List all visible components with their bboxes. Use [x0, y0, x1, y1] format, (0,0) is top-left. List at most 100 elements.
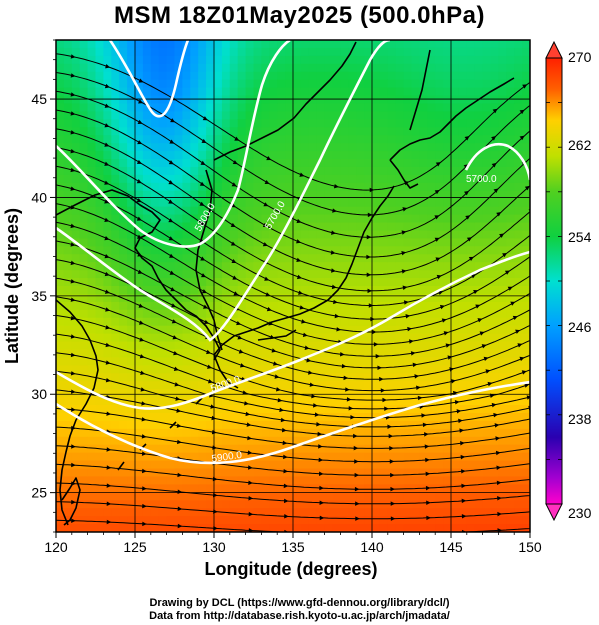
streamline-arrowhead — [201, 289, 207, 294]
field-cell — [498, 468, 507, 478]
field-cell — [198, 420, 207, 430]
field-cell — [135, 412, 144, 422]
field-cell — [498, 293, 507, 303]
field-cell — [56, 452, 65, 462]
field-cell — [498, 135, 507, 144]
field-cell — [316, 476, 326, 485]
field-cell — [348, 40, 357, 49]
field-cell — [253, 428, 262, 438]
field-cell — [245, 468, 255, 478]
field-cell — [56, 500, 65, 509]
streamline-arrowhead — [354, 459, 359, 464]
field-cell — [490, 333, 499, 343]
field-cell — [111, 198, 120, 208]
streamline-arrowhead — [390, 501, 396, 506]
field-cell — [427, 428, 436, 438]
field-cell — [95, 349, 104, 359]
field-cell — [356, 55, 365, 65]
field-cell — [229, 166, 239, 176]
field-cell — [348, 476, 357, 485]
field-cell — [379, 468, 389, 478]
field-cell — [395, 262, 405, 271]
field-cell — [198, 436, 207, 446]
field-cell — [182, 230, 191, 239]
field-cell — [135, 516, 144, 525]
field-cell — [79, 397, 89, 406]
field-cell — [466, 143, 476, 152]
field-cell — [245, 317, 255, 327]
field-cell — [206, 500, 215, 509]
field-cell — [316, 87, 326, 97]
field-cell — [245, 460, 255, 470]
field-cell — [387, 365, 397, 374]
field-cell — [261, 500, 270, 509]
field-cell — [340, 190, 349, 200]
streamline-arrowhead — [244, 401, 249, 406]
streamline-arrowhead — [434, 215, 440, 220]
field-cell — [95, 182, 104, 192]
field-cell — [166, 222, 176, 232]
field-cell — [403, 516, 413, 525]
field-cell — [293, 270, 302, 279]
field-cell — [63, 508, 73, 517]
field-cell — [498, 420, 507, 430]
field-cell — [466, 436, 476, 446]
field-cell — [237, 159, 247, 168]
field-cell — [150, 286, 160, 295]
field-cell — [174, 151, 183, 160]
field-cell — [253, 63, 262, 73]
field-cell — [198, 365, 207, 374]
field-cell — [285, 516, 294, 525]
field-cell — [245, 524, 255, 532]
field-cell — [190, 309, 199, 319]
field-cell — [372, 63, 381, 73]
field-cell — [466, 516, 476, 525]
field-cell — [458, 143, 468, 152]
field-cell — [490, 206, 499, 216]
field-cell — [79, 174, 89, 184]
field-cell — [229, 365, 239, 374]
field-cell — [427, 500, 436, 509]
field-cell — [403, 182, 413, 192]
colorbar-max-arrow — [545, 40, 563, 59]
field-cell — [253, 357, 262, 366]
streamline-arrowhead — [416, 385, 421, 390]
field-cell — [506, 47, 515, 57]
field-cell — [182, 79, 191, 89]
field-cell — [348, 246, 357, 255]
field-cell — [158, 47, 168, 57]
field-cell — [214, 174, 223, 184]
field-cell — [127, 436, 136, 446]
field-cell — [435, 135, 444, 144]
field-cell — [79, 135, 89, 144]
field-cell — [190, 349, 199, 359]
field-cell — [522, 198, 530, 208]
field-cell — [514, 405, 523, 414]
field-cell — [87, 412, 97, 422]
field-cell — [87, 270, 97, 279]
streamline-arrowhead — [173, 350, 179, 356]
streamline-arrowhead — [283, 483, 289, 489]
field-cell — [277, 71, 286, 81]
field-cell — [119, 222, 128, 232]
streamline-arrowhead — [105, 342, 111, 348]
field-cell — [87, 373, 97, 382]
field-cell — [87, 230, 97, 239]
field-cell — [419, 444, 428, 454]
field-cell — [411, 325, 420, 335]
streamline-arrowhead — [343, 375, 349, 381]
field-cell — [364, 143, 373, 152]
field-cell — [458, 95, 468, 105]
field-cell — [253, 333, 262, 343]
field-cell — [269, 270, 278, 279]
field-cell — [300, 190, 310, 200]
field-cell — [174, 405, 183, 414]
field-cell — [332, 381, 341, 390]
field-cell — [458, 151, 468, 160]
field-cell — [324, 174, 334, 184]
field-cell — [158, 444, 168, 454]
streamline-arrowhead — [141, 434, 147, 439]
field-cell — [71, 524, 81, 532]
field-cell — [221, 47, 231, 57]
field-cell — [506, 301, 515, 311]
